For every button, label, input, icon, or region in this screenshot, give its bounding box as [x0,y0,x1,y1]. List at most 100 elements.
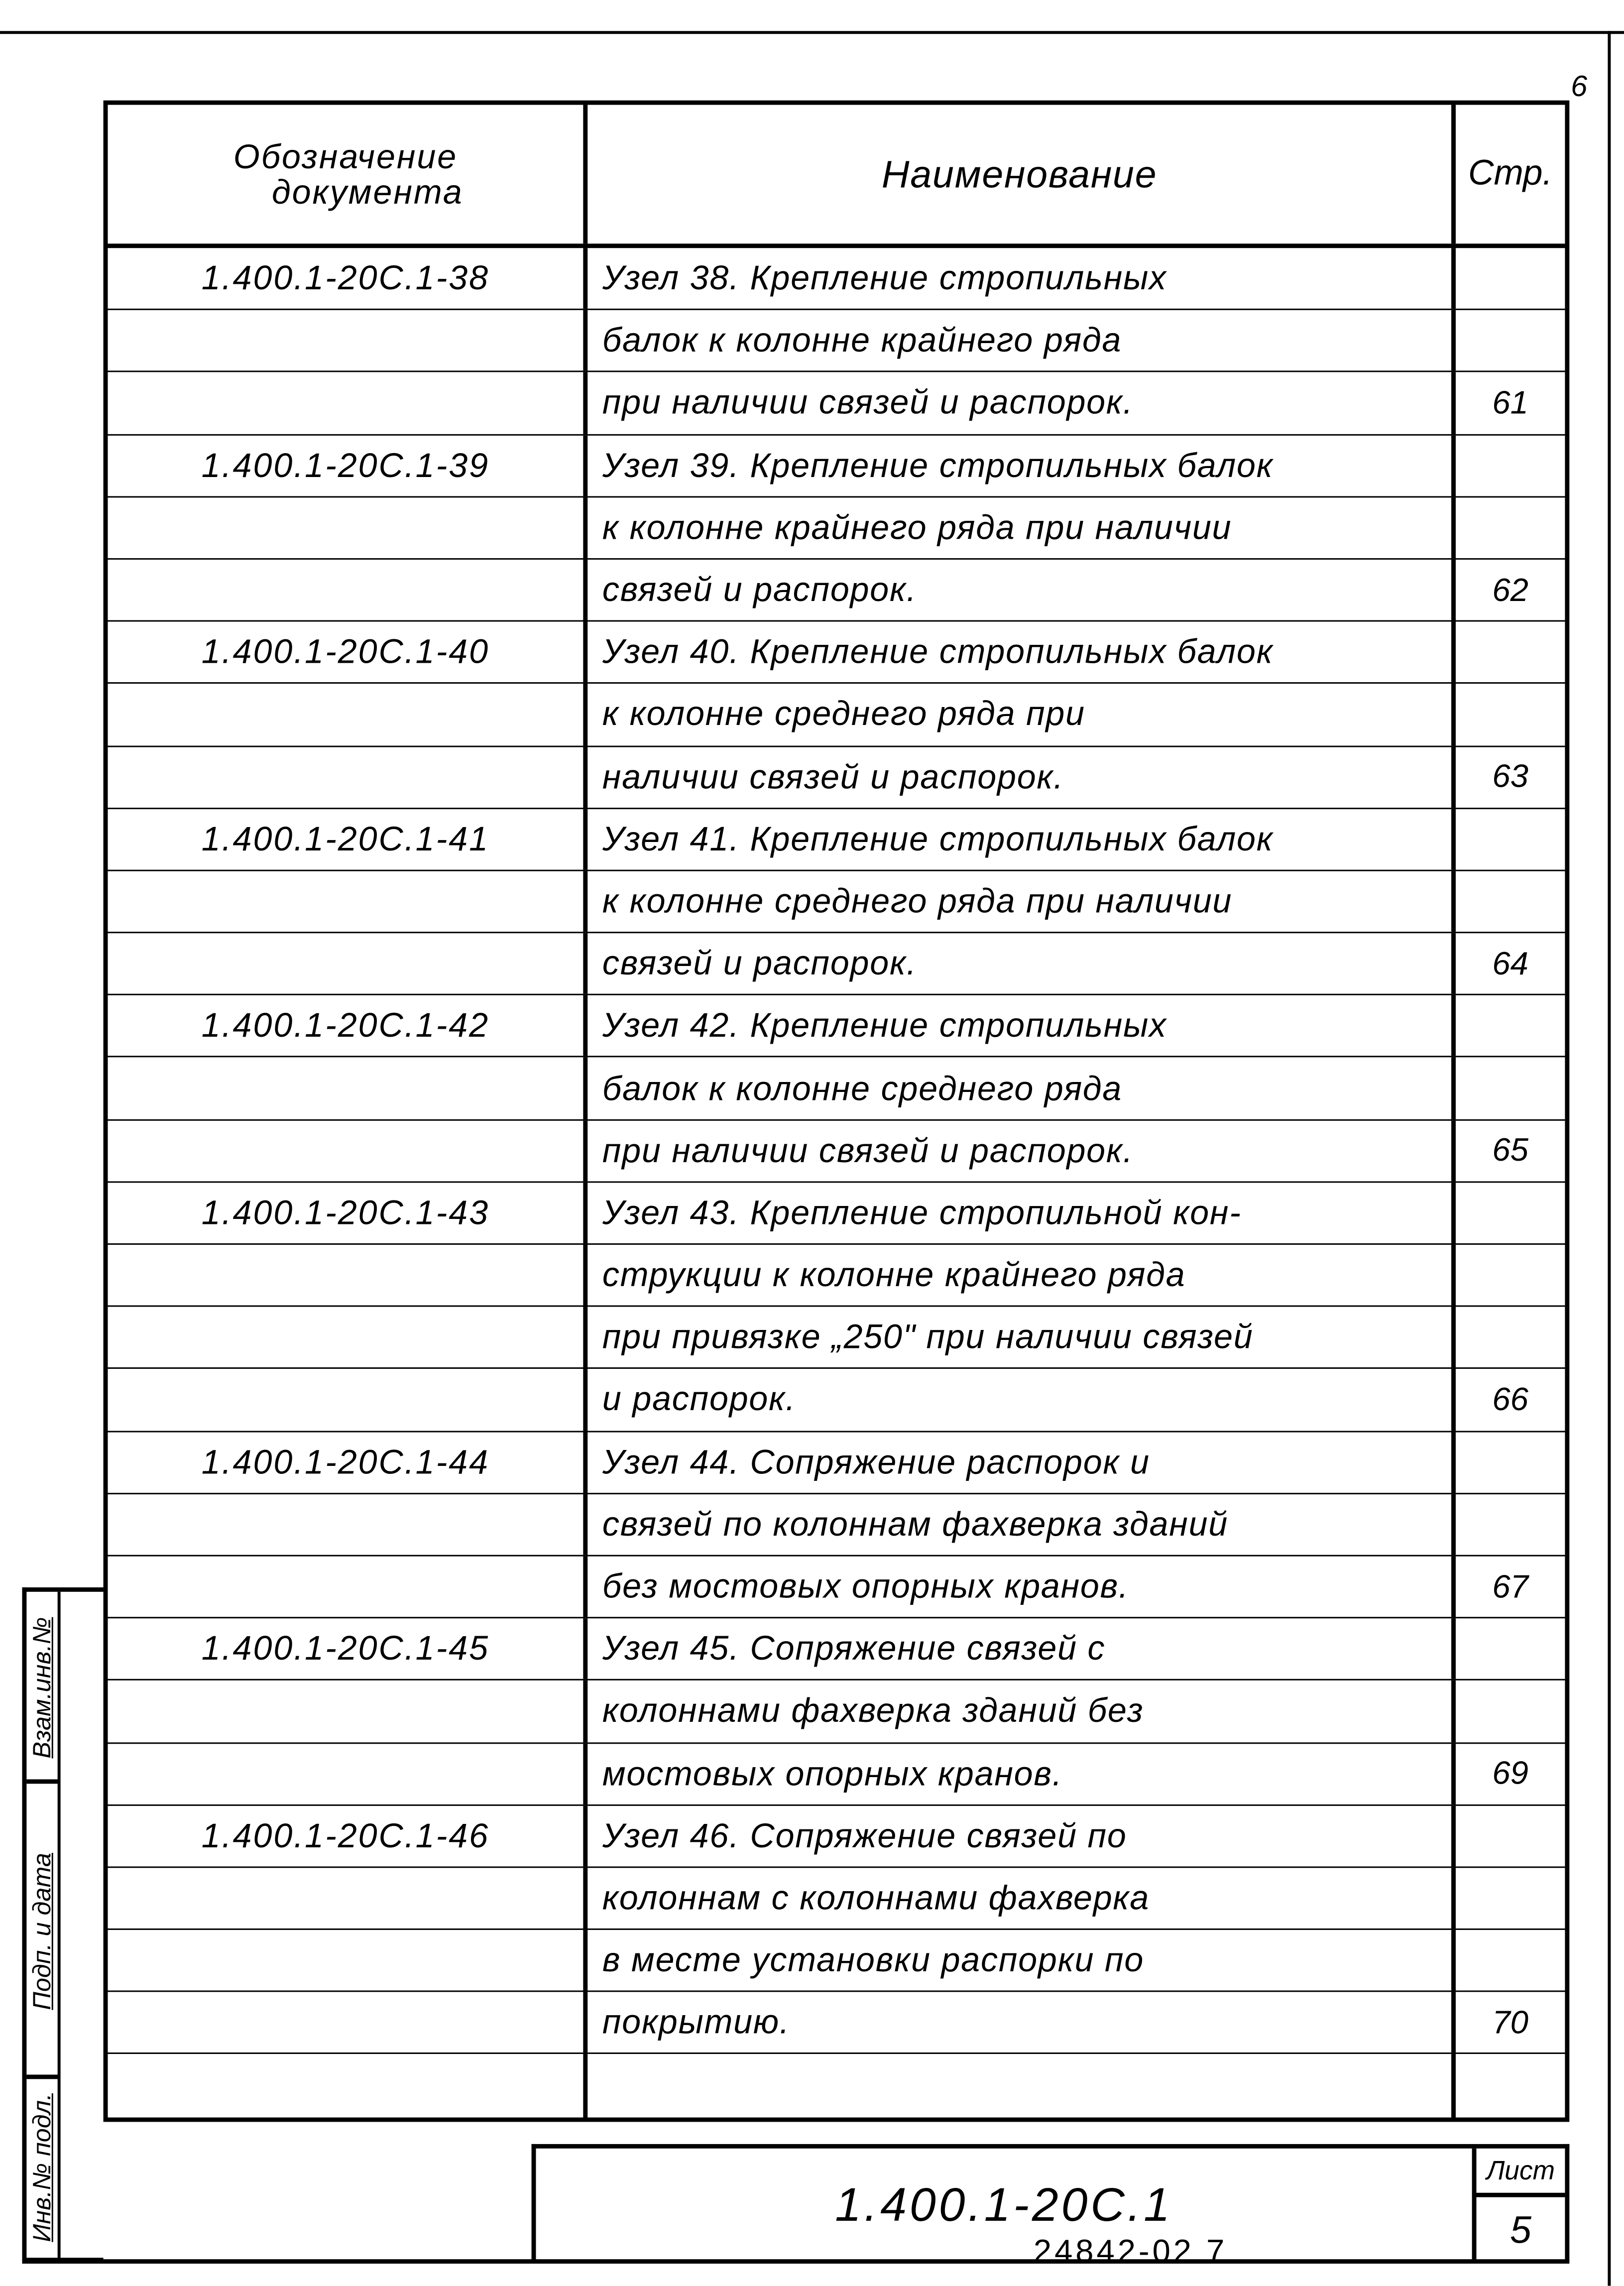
name-cell: без мостовых опорных кранов. [587,1556,1456,1617]
document-designation-cell: 1.400.1-20С.1-45 [108,1618,588,1680]
sheet-number: 5 [1510,2206,1531,2251]
side-stamp: Взам.инв.№ Подп. и дата Инв.№ подл. [22,1587,104,2263]
document-designation-cell [108,871,588,932]
name-cell: при привязке „250" при наличии связей [587,1307,1456,1368]
table-row: 1.400.1-20С.1-46 Узел 46. Сопряжение связ… [108,1805,1565,1868]
document-designation-cell: 1.400.1-20С.1-46 [108,1805,588,1867]
name-cell: струкции к колонне крайнего ряда [587,1244,1456,1306]
document-designation-cell: 1.400.1-20С.1-38 [108,248,588,309]
header-doc-line2: документа [271,172,464,212]
right-border-line [1608,31,1611,2286]
page-number: 6 [1571,71,1588,104]
name-cell: покрытию. [587,1992,1456,2053]
page-cell [1456,684,1565,745]
page-cell: 62 [1492,571,1528,608]
page-cell [1456,1681,1565,1742]
page-cell [1456,622,1565,683]
page-cell [1456,497,1565,558]
document-designation-cell: 1.400.1-20С.1-41 [108,809,588,870]
table-header: Обозначение документа Наименование Стр. [108,105,1565,248]
page-cell [1456,2054,1565,2117]
document-designation-cell [108,1556,588,1617]
table-row: при привязке „250" при наличии связей [108,1307,1565,1370]
name-cell: Узел 46. Сопряжение связей по [587,1805,1456,1867]
document-code: 1.400.1-20С.1 [536,2148,1477,2263]
name-cell: связей и распорок. [587,559,1456,620]
header-name: Наименование [587,105,1456,244]
page-cell: 70 [1492,2003,1528,2041]
document-designation-cell [108,684,588,745]
name-cell: в месте установки распорки по [587,1930,1456,1991]
document-designation-cell [108,1867,588,1929]
page-cell: 61 [1492,383,1528,421]
page-cell [1456,995,1565,1056]
table-row: при наличии связей и распорок. 61 [108,372,1565,435]
document-designation-cell [108,497,588,558]
name-cell: колоннами фахверка зданий без [587,1681,1456,1742]
page-cell [1456,1183,1565,1243]
page-cell [1456,1619,1565,1680]
table-row: наличии связей и распорок. 63 [108,746,1565,809]
table-row: к колонне среднего ряда при наличии [108,871,1565,934]
page-cell: 63 [1492,757,1528,795]
document-designation-cell [108,372,588,434]
name-cell: при наличии связей и распорок. [587,372,1456,434]
table-row: связей по колоннам фахверка зданий [108,1494,1565,1557]
name-cell: к колонне крайнего ряда при наличии [587,497,1456,558]
name-cell: колоннам с колоннами фахверка [587,1867,1456,1929]
document-designation-cell [108,933,588,994]
page-cell [1456,1432,1565,1492]
name-cell: и распорок. [587,1369,1456,1431]
page-cell: 64 [1492,944,1528,982]
name-cell [587,2054,1456,2117]
bottom-border-line [22,2259,1570,2264]
page-cell [1456,1494,1565,1555]
table-row: к колонне среднего ряда при [108,684,1565,747]
table-row: колоннами фахверка зданий без [108,1681,1565,1743]
stamp-sign-date: Подп. и дата [28,1853,56,2010]
top-border-line [0,31,1624,34]
document-designation-cell [108,746,588,808]
table-row: 1.400.1-20С.1-41 Узел 41. Крепление строп… [108,809,1565,871]
page-cell [1456,435,1565,496]
table-row: и распорок. 66 [108,1369,1565,1432]
document-designation-cell [108,2054,588,2117]
table-row: 1.400.1-20С.1-38 Узел 38. Крепление строп… [108,248,1565,311]
name-cell: Узел 44. Сопряжение распорок и [587,1432,1456,1493]
table-row: 1.400.1-20С.1-42 Узел 42. Крепление строп… [108,995,1565,1058]
document-designation-cell [108,310,588,371]
name-cell: балок к колонне крайнего ряда [587,310,1456,371]
table-row: 1.400.1-20С.1-39 Узел 39. Крепление строп… [108,435,1565,497]
table-row: связей и распорок. 62 [108,559,1565,622]
name-cell: Узел 41. Крепление стропильных балок [587,809,1456,870]
table-row: при наличии связей и распорок. 65 [108,1120,1565,1183]
header-doc-line1: Обозначение [233,137,458,176]
page-cell: 66 [1492,1380,1528,1418]
table-row [108,2054,1565,2117]
page-cell: 69 [1492,1754,1528,1792]
contents-table: Обозначение документа Наименование Стр. … [103,100,1570,2122]
sheet-box: Лист 5 [1476,2149,1565,2262]
name-cell: Узел 38. Крепление стропильных [587,248,1456,309]
sheet-label: Лист [1476,2149,1565,2197]
table-row: 1.400.1-20С.1-45 Узел 45. Сопряжение связ… [108,1618,1565,1681]
page-cell [1456,1307,1565,1368]
stamp-cell-replace [26,1592,59,1784]
name-cell: связей по колоннам фахверка зданий [587,1494,1456,1555]
table-row: 1.400.1-20С.1-40 Узел 40. Крепление строп… [108,621,1565,684]
page-cell [1456,871,1565,932]
stamp-cell-sign [26,1784,59,2079]
table-row: колоннам с колоннами фахверка [108,1867,1565,1930]
stamp-divider [57,1591,61,2263]
name-cell: наличии связей и распорок. [587,746,1456,808]
document-designation-cell [108,1992,588,2053]
page-cell [1456,1245,1565,1306]
table-body: 1.400.1-20С.1-38 Узел 38. Крепление строп… [108,248,1565,2117]
page-cell [1456,310,1565,371]
table-row: к колонне крайнего ряда при наличии [108,497,1565,560]
name-cell: при наличии связей и распорок. [587,1120,1456,1181]
document-designation-cell [108,1930,588,1991]
document-designation-cell: 1.400.1-20С.1-43 [108,1182,588,1243]
document-designation-cell [108,1058,588,1119]
